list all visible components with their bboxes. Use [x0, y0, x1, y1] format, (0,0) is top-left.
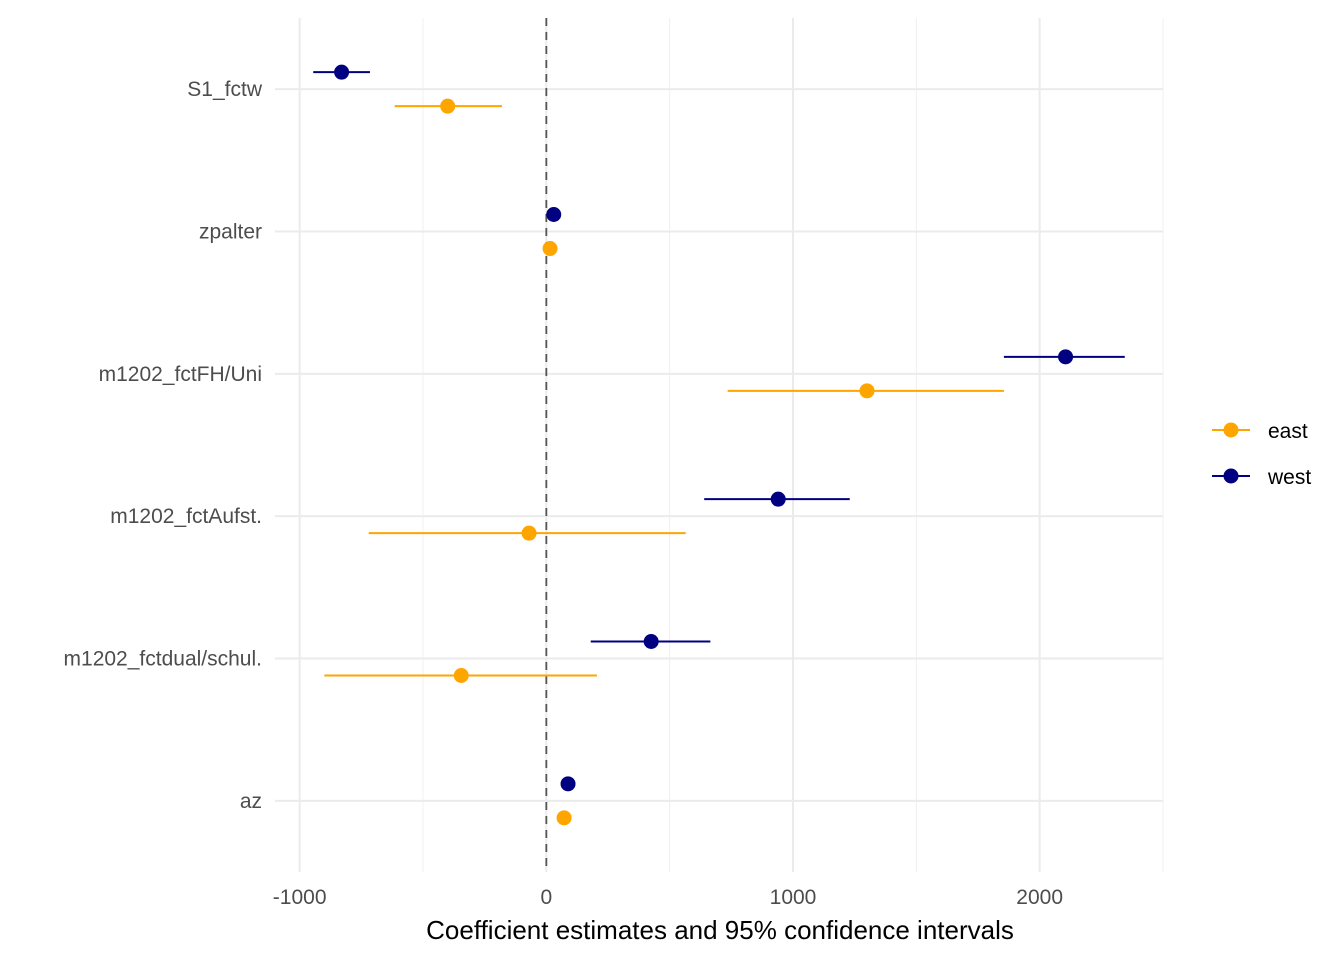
y-tick-label-1: zpalter — [199, 221, 262, 244]
point-east-2 — [859, 383, 875, 399]
point-east-5 — [556, 810, 572, 826]
point-west-1 — [546, 207, 562, 222]
legend-label-west: west — [1267, 466, 1311, 489]
point-east-4 — [453, 668, 469, 683]
legend: east west — [1212, 420, 1311, 489]
x-axis-labels: -1000 0 1000 2000 — [273, 886, 1063, 909]
legend-item-west: west — [1212, 466, 1311, 489]
point-west-5 — [560, 776, 576, 792]
x-tick-label-3: 2000 — [1016, 886, 1063, 909]
plot-marks — [313, 64, 1125, 826]
x-axis-title: Coefficient estimates and 95% confidence… — [426, 915, 1014, 945]
point-east-0 — [440, 98, 456, 114]
point-west-0 — [334, 64, 350, 80]
legend-key-east — [1223, 422, 1239, 438]
series-west — [313, 64, 1125, 792]
x-tick-label-0: -1000 — [273, 886, 327, 909]
legend-label-east: east — [1268, 420, 1308, 443]
y-tick-label-2: m1202_fctFH/Uni — [99, 363, 262, 386]
legend-key-west — [1223, 468, 1239, 484]
y-tick-label-4: m1202_fctdual/schul. — [64, 648, 262, 671]
point-west-4 — [643, 634, 659, 649]
grid — [275, 18, 1164, 872]
y-tick-label-0: S1_fctw — [187, 78, 263, 101]
series-east — [324, 98, 1004, 826]
point-east-1 — [542, 241, 558, 256]
y-tick-label-5: az — [240, 790, 262, 813]
y-tick-label-3: m1202_fctAufst. — [110, 505, 262, 528]
x-tick-label-1: 0 — [540, 886, 552, 909]
legend-item-east: east — [1212, 420, 1308, 443]
x-tick-label-2: 1000 — [770, 886, 817, 909]
point-east-3 — [521, 525, 537, 541]
point-west-3 — [770, 491, 786, 507]
point-west-2 — [1058, 349, 1074, 365]
